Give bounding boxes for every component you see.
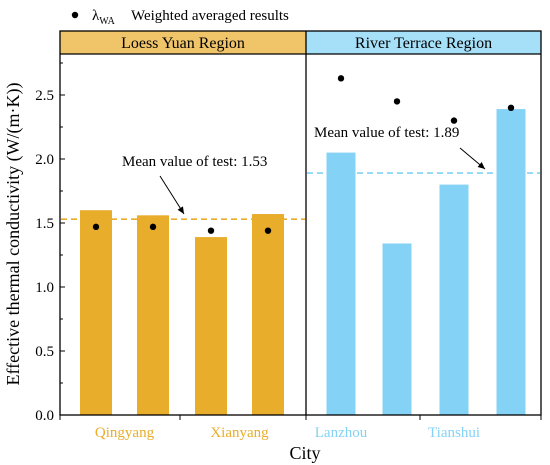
region-1-bar-3 — [195, 237, 227, 415]
y-axis-title: Effective thermal conductivity (W/(m·K)) — [3, 82, 24, 385]
y-tick-label-3: 1.0 — [35, 280, 54, 296]
region-1-mean-arrowhead — [177, 206, 184, 214]
y-tick-label-4: 1.5 — [35, 216, 54, 232]
legend-marker — [71, 11, 79, 19]
y-tick-label-2: 0.5 — [35, 344, 54, 360]
region-2-bar-4 — [496, 109, 526, 415]
plot-frame — [59, 30, 542, 416]
region-1-point-1 — [92, 223, 100, 231]
region-2-bar-3 — [439, 184, 469, 415]
region-1-city-label-1: Qingyang — [95, 425, 155, 441]
region-1-bar-2 — [137, 215, 169, 415]
y-tick-label-1: 0.0 — [35, 408, 54, 424]
region-2-bar-2 — [382, 243, 412, 415]
region-1-header — [60, 31, 306, 54]
region-2-header-title: River Terrace Region — [355, 35, 492, 52]
region-2-point-1 — [337, 75, 345, 82]
legend-symbol-subscript: WA — [99, 16, 115, 27]
region-2-header — [306, 31, 541, 54]
region-2-mean-arrowhead — [477, 162, 485, 169]
region-1-bar-1 — [80, 210, 112, 415]
axes: Qingyang Xianyang Lanzhou Tianshui 0.0 0.5 1.0… — [35, 30, 542, 441]
region-2-bar-1 — [326, 152, 356, 415]
region-2-point-2 — [393, 98, 401, 105]
legend-symbol: λWA — [92, 8, 116, 27]
y-tick-label-5: 2.0 — [35, 152, 54, 168]
y-tick-label-6: 2.5 — [35, 88, 54, 104]
region-1-point-3 — [207, 227, 215, 234]
region-2-city-label-1: Lanzhou — [315, 425, 368, 441]
region-1-city-label-2: Xianyang — [210, 425, 269, 441]
region-1-point-4 — [264, 227, 272, 234]
region-1-point-2 — [149, 223, 157, 231]
region-2-point-4 — [507, 104, 515, 112]
legend-label: Weighted averaged results — [131, 8, 289, 24]
region-backgrounds: Loess Yuan Region River Terrace Region — [60, 31, 541, 54]
region-1-bar-4 — [252, 214, 284, 415]
x-axis-title: City — [289, 443, 320, 463]
region-2-mean-label: Mean value of test: 1.89 — [314, 125, 459, 141]
region-1-header-title: Loess Yuan Region — [121, 35, 245, 52]
region-2-city-label-2: Tianshui — [428, 425, 480, 441]
chart-marks: Mean value of test: 1.53 Mean value of te… — [61, 75, 540, 415]
region-1-mean-arrow — [159, 175, 185, 215]
region-2-point-3 — [450, 117, 458, 124]
region-1-mean-label: Mean value of test: 1.53 — [122, 154, 267, 170]
legend: λWA Weighted averaged results — [71, 8, 289, 27]
